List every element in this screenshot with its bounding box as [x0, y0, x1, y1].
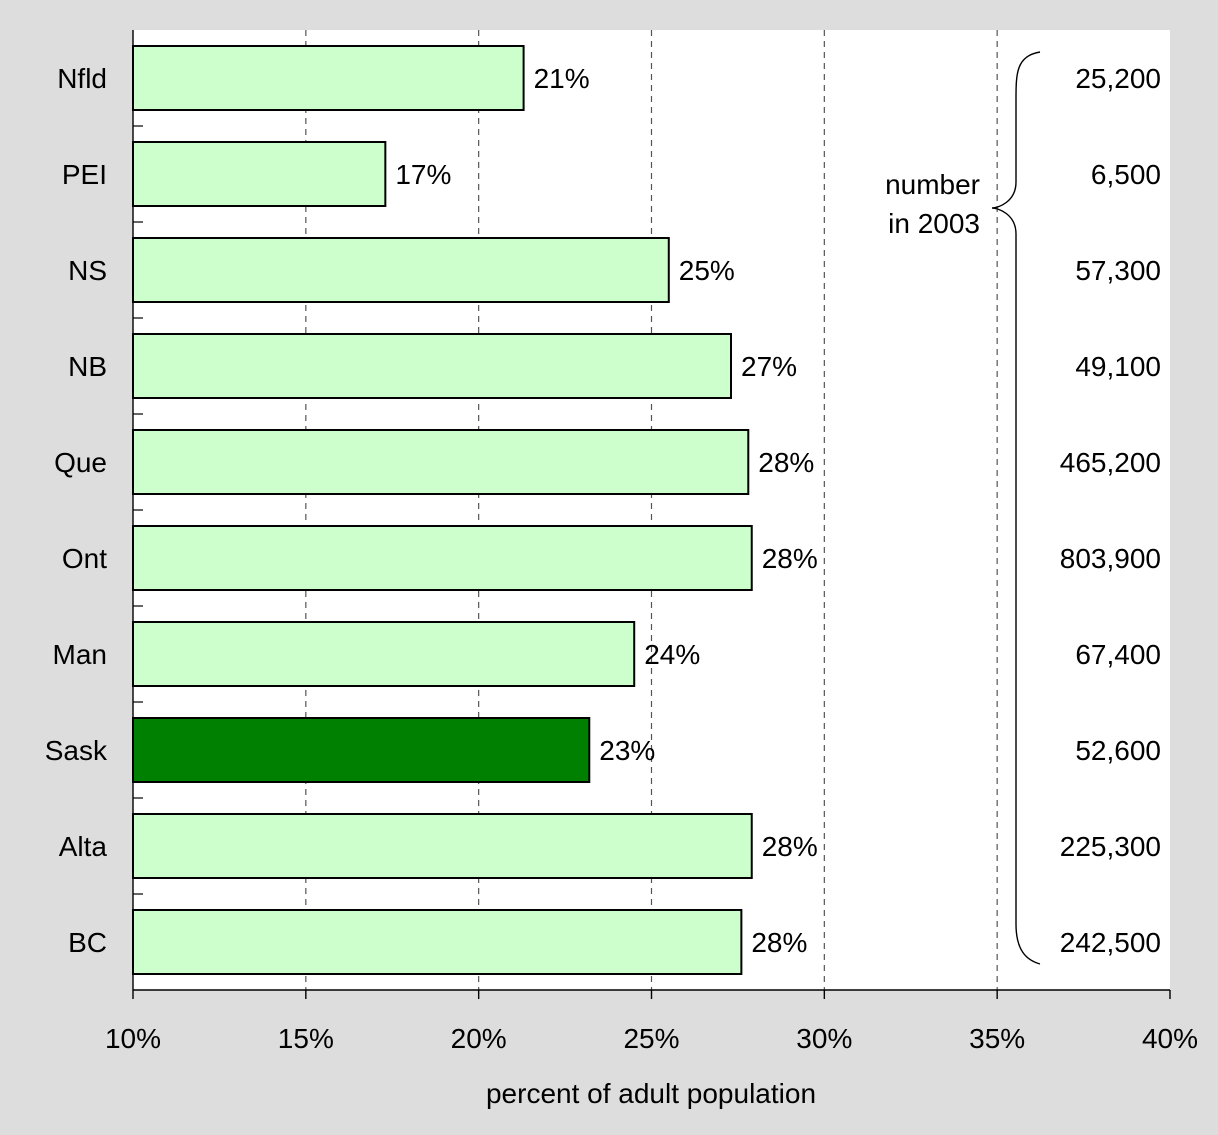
bars	[132, 45, 753, 975]
count-label: 803,900	[1060, 543, 1161, 574]
bar-value-label: 23%	[599, 735, 655, 766]
category-label: Sask	[45, 735, 108, 766]
x-tick-label: 40%	[1142, 1023, 1198, 1054]
bar-value-label: 17%	[395, 159, 451, 190]
count-label: 225,300	[1060, 831, 1161, 862]
category-label: BC	[68, 927, 107, 958]
bar-value-label: 28%	[762, 543, 818, 574]
count-label: 25,200	[1075, 63, 1161, 94]
category-label: NB	[68, 351, 107, 382]
bar	[132, 429, 750, 495]
bar-value-label: 24%	[644, 639, 700, 670]
count-label: 242,500	[1060, 927, 1161, 958]
count-label: 67,400	[1075, 639, 1161, 670]
bar	[132, 717, 591, 783]
counts-label-line-2: in 2003	[888, 208, 980, 239]
count-label: 52,600	[1075, 735, 1161, 766]
bar	[132, 813, 753, 879]
count-labels: 25,200 6,500 57,300 49,100 465,200 803,900 67,…	[1060, 63, 1161, 958]
x-tick-label: 30%	[796, 1023, 852, 1054]
counts-label-line-1: number	[885, 169, 980, 200]
bar	[132, 141, 387, 207]
category-label: Nfld	[57, 63, 107, 94]
x-tick-label: 20%	[451, 1023, 507, 1054]
x-axis-label: percent of adult population	[486, 1078, 816, 1109]
x-tick-label: 15%	[278, 1023, 334, 1054]
bar-value-label: 28%	[758, 447, 814, 478]
count-label: 465,200	[1060, 447, 1161, 478]
bar	[132, 525, 753, 591]
bar-value-label: 28%	[751, 927, 807, 958]
bar-value-labels: 21% 17% 25% 27% 28% 28% 24% 23% 28% 28%	[395, 63, 817, 958]
axes	[132, 30, 1171, 999]
category-label: Ont	[62, 543, 107, 574]
bar	[132, 621, 636, 687]
count-label: 57,300	[1075, 255, 1161, 286]
category-labels: Nfld PEI NS NB Que Ont Man Sask Alta BC	[45, 63, 108, 958]
category-label: Man	[53, 639, 107, 670]
x-tick-label: 25%	[623, 1023, 679, 1054]
bar	[132, 237, 670, 303]
x-tick-label: 35%	[969, 1023, 1025, 1054]
count-label: 49,100	[1075, 351, 1161, 382]
x-tick-label: 10%	[105, 1023, 161, 1054]
category-label: NS	[68, 255, 107, 286]
category-label: Que	[54, 447, 107, 478]
bar-value-label: 28%	[762, 831, 818, 862]
category-label: PEI	[62, 159, 107, 190]
bar	[132, 45, 525, 111]
bar	[132, 333, 733, 399]
curly-brace	[991, 51, 1041, 965]
x-tick-labels: 10% 15% 20% 25% 30% 35% 40%	[105, 1023, 1198, 1054]
category-label: Alta	[59, 831, 108, 862]
bar-value-label: 25%	[679, 255, 735, 286]
count-label: 6,500	[1091, 159, 1161, 190]
bar-value-label: 21%	[534, 63, 590, 94]
bar-value-label: 27%	[741, 351, 797, 382]
bar	[132, 909, 743, 975]
